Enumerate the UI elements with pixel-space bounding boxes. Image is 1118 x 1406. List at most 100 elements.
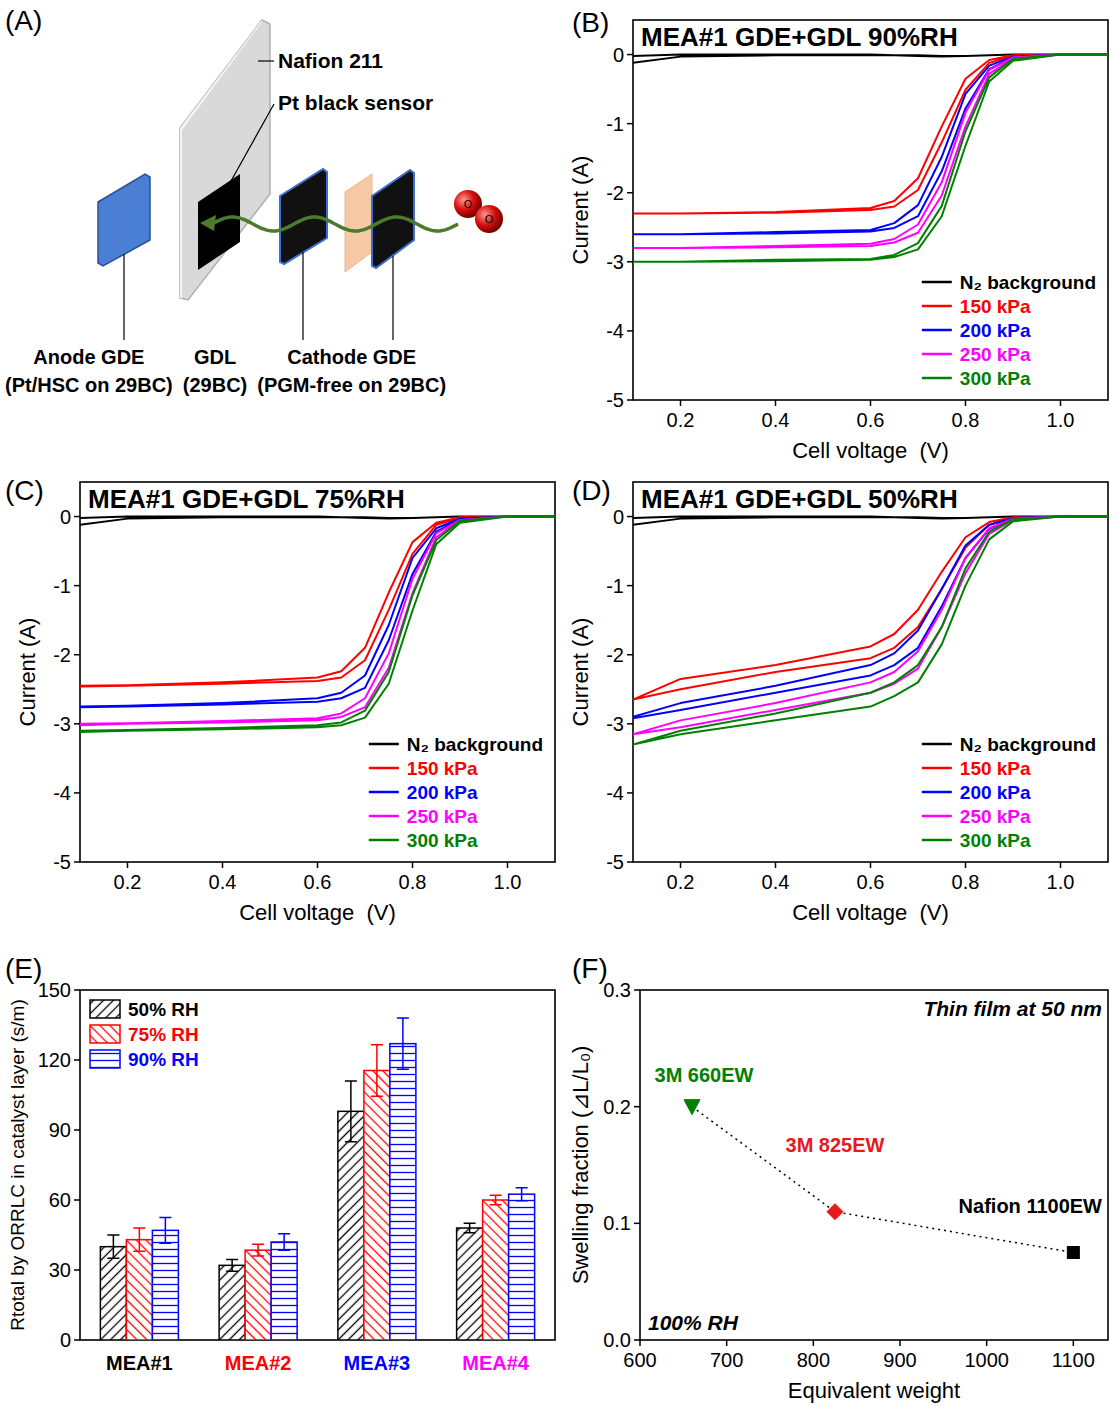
y-tick-label: 0 xyxy=(60,506,71,528)
y-tick xyxy=(627,330,633,332)
point-label: Nafion 1100EW xyxy=(959,1195,1103,1217)
y-tick xyxy=(627,192,633,194)
y-tick xyxy=(74,516,80,518)
x-tick xyxy=(680,400,682,406)
anode-plate xyxy=(98,174,150,266)
panel-letter: (A) xyxy=(5,5,42,36)
marker xyxy=(827,1204,843,1220)
x-tick-label: 0.6 xyxy=(857,871,885,893)
annotation: Thin film at 50 nm xyxy=(923,997,1102,1020)
error-bar xyxy=(159,1218,171,1244)
y-tick-label: -5 xyxy=(606,851,624,873)
membrane-label: Nafion 211 xyxy=(278,49,383,72)
x-tick-label: 800 xyxy=(797,1349,830,1371)
x-tick xyxy=(1073,1340,1075,1346)
bar xyxy=(271,1242,297,1340)
y-tick-label: -3 xyxy=(53,713,71,735)
legend-swatch xyxy=(922,743,952,746)
x-tick-label: 0.4 xyxy=(209,871,237,893)
x-tick-label: MEA#3 xyxy=(344,1352,411,1374)
x-tick-label: 0.4 xyxy=(762,871,790,893)
y-tick-label: 0.1 xyxy=(603,1212,631,1234)
series-line xyxy=(633,55,1108,214)
bar xyxy=(509,1194,535,1340)
leader xyxy=(258,60,274,61)
y-tick-label: -5 xyxy=(53,851,71,873)
x-tick-label: 0.8 xyxy=(952,871,980,893)
series-line xyxy=(80,517,555,708)
legend-label: 200 kPa xyxy=(960,320,1031,341)
y-tick xyxy=(627,861,633,863)
legend-label: 250 kPa xyxy=(960,344,1031,365)
error-bar xyxy=(490,1195,502,1204)
y-tick xyxy=(74,989,80,991)
x-tick xyxy=(680,862,682,868)
cathode-ionomer xyxy=(345,174,372,272)
x-axis-title: Cell voltage (V) xyxy=(239,900,396,925)
legend-swatch xyxy=(922,767,952,770)
y-tick xyxy=(627,654,633,656)
bar xyxy=(457,1228,483,1340)
y-tick xyxy=(634,1106,640,1108)
legend-swatch xyxy=(369,839,399,842)
x-tick xyxy=(507,862,509,868)
series-line xyxy=(80,517,555,733)
series-line xyxy=(80,517,555,687)
marker xyxy=(684,1100,700,1115)
leader xyxy=(226,104,274,190)
bar xyxy=(100,1247,126,1340)
bar xyxy=(364,1071,390,1341)
leader xyxy=(123,254,124,340)
y-tick-label: -3 xyxy=(606,251,624,273)
error-bar xyxy=(464,1223,476,1232)
y-axis-title: Swelling fraction (⊿L/L₀) xyxy=(568,1046,593,1285)
panel-letter: (C) xyxy=(5,475,44,506)
leader xyxy=(302,252,303,340)
legend-label: 50% RH xyxy=(128,999,199,1020)
y-tick-label: 0 xyxy=(613,506,624,528)
sensor-label: Pt black sensor xyxy=(278,91,433,114)
x-axis-title: Equivalent weight xyxy=(788,1378,960,1403)
annotation: 100% RH xyxy=(648,1311,739,1334)
flow-arrow xyxy=(214,217,458,231)
legend-label: 75% RH xyxy=(128,1024,199,1045)
legend-swatch xyxy=(922,377,952,380)
x-tick xyxy=(899,1340,901,1346)
y-tick-label: 0 xyxy=(60,1329,71,1351)
legend-label: 250 kPa xyxy=(407,806,478,827)
x-tick xyxy=(775,400,777,406)
component-name: Cathode GDE xyxy=(287,346,416,368)
x-tick-label: 0.2 xyxy=(667,409,695,431)
panel-title: MEA#1 GDE+GDL 75%RH xyxy=(88,484,405,514)
y-axis-title: Current (A) xyxy=(15,618,40,727)
legend-swatch xyxy=(369,815,399,818)
x-tick-label: 0.8 xyxy=(952,409,980,431)
x-tick xyxy=(726,1340,728,1346)
x-tick-label: 1.0 xyxy=(1047,871,1075,893)
legend-swatch xyxy=(369,767,399,770)
y-tick xyxy=(634,1339,640,1341)
y-tick-label: 0.0 xyxy=(603,1329,631,1351)
y-tick-label: -2 xyxy=(606,182,624,204)
point-label: 3M 825EW xyxy=(786,1134,885,1156)
plot-area xyxy=(684,1100,1079,1259)
x-tick xyxy=(317,862,319,868)
x-tick-label: MEA#4 xyxy=(462,1352,530,1374)
x-tick-label: MEA#1 xyxy=(106,1352,173,1374)
bar xyxy=(152,1230,178,1340)
y-tick xyxy=(627,54,633,56)
y-axis-title: Current (A) xyxy=(568,618,593,727)
y-tick xyxy=(627,399,633,401)
y-tick xyxy=(74,1129,80,1131)
legend-label: 300 kPa xyxy=(407,830,478,851)
panel-letter: (F) xyxy=(572,953,608,984)
plot-frame xyxy=(633,482,1108,862)
y-tick-label: 120 xyxy=(38,1049,71,1071)
bar xyxy=(483,1200,509,1340)
y-tick-label: 30 xyxy=(49,1259,71,1281)
y-tick-label: 0.2 xyxy=(603,1096,631,1118)
x-tick-label: MEA#2 xyxy=(225,1352,292,1374)
bar xyxy=(245,1250,271,1340)
y-axis-title: Rtotal by ORRLC in catalyst layer (s/m) xyxy=(7,999,28,1331)
y-tick xyxy=(627,516,633,518)
